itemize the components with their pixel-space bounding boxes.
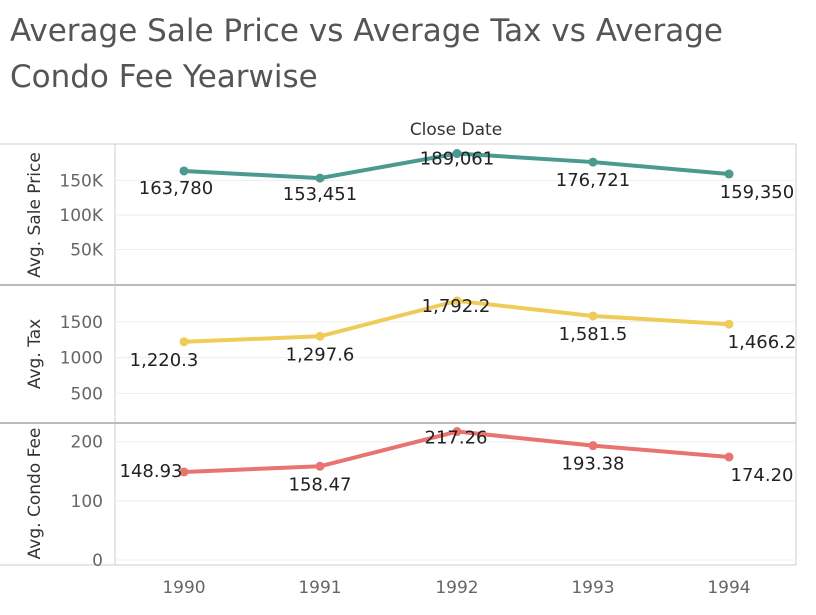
- data-label: 148.93: [120, 461, 183, 482]
- y-tick-label: 200: [71, 433, 103, 453]
- data-point: [452, 296, 462, 306]
- x-tick-label: 1991: [298, 578, 341, 598]
- y-axis-title: Avg. Sale Price: [25, 152, 45, 278]
- y-axis-title: Avg. Condo Fee: [25, 428, 45, 560]
- x-tick-label: 1993: [571, 578, 614, 598]
- chart-title: Average Sale Price vs Average Tax vs Ave…: [10, 13, 723, 95]
- data-label: 193.38: [562, 454, 625, 475]
- y-tick-label: 0: [92, 551, 103, 571]
- column-header: Close Date: [410, 120, 502, 140]
- data-point: [452, 149, 462, 159]
- x-tick-label: 1994: [707, 578, 750, 598]
- data-point: [724, 169, 734, 179]
- data-label: 1,297.6: [286, 344, 355, 365]
- data-label: 163,780: [139, 178, 213, 199]
- x-tick-label: 1990: [162, 578, 205, 598]
- data-point: [179, 166, 189, 176]
- y-tick-label: 100K: [59, 206, 103, 226]
- y-tick-label: 1500: [60, 313, 103, 333]
- data-label: 158.47: [289, 474, 352, 495]
- y-tick-label: 100: [71, 492, 103, 512]
- data-label: 189,061: [420, 149, 494, 170]
- data-point: [315, 461, 325, 471]
- y-tick-label: 50K: [70, 241, 104, 261]
- y-tick-label: 150K: [59, 172, 103, 192]
- data-label: 217.26: [425, 428, 488, 449]
- data-point: [315, 173, 325, 183]
- data-point: [588, 157, 598, 167]
- y-axis-title: Avg. Tax: [25, 319, 45, 389]
- data-point: [179, 467, 189, 477]
- data-label: 1,220.3: [130, 350, 199, 371]
- data-label: 1,466.2: [728, 332, 797, 353]
- data-label: 176,721: [556, 170, 630, 191]
- data-point: [588, 441, 598, 451]
- x-tick-label: 1992: [435, 578, 478, 598]
- data-label: 153,451: [283, 184, 357, 205]
- data-label: 1,581.5: [559, 324, 628, 345]
- data-point: [315, 331, 325, 341]
- data-label: 174.20: [731, 465, 794, 486]
- data-point: [452, 427, 462, 437]
- y-tick-label: 500: [71, 384, 103, 404]
- data-label: 1,792.2: [422, 296, 491, 317]
- data-label: 159,350: [720, 182, 794, 203]
- data-point: [724, 319, 734, 329]
- data-point: [724, 452, 734, 462]
- data-point: [588, 311, 598, 321]
- y-tick-label: 1000: [60, 349, 103, 369]
- data-point: [179, 337, 189, 347]
